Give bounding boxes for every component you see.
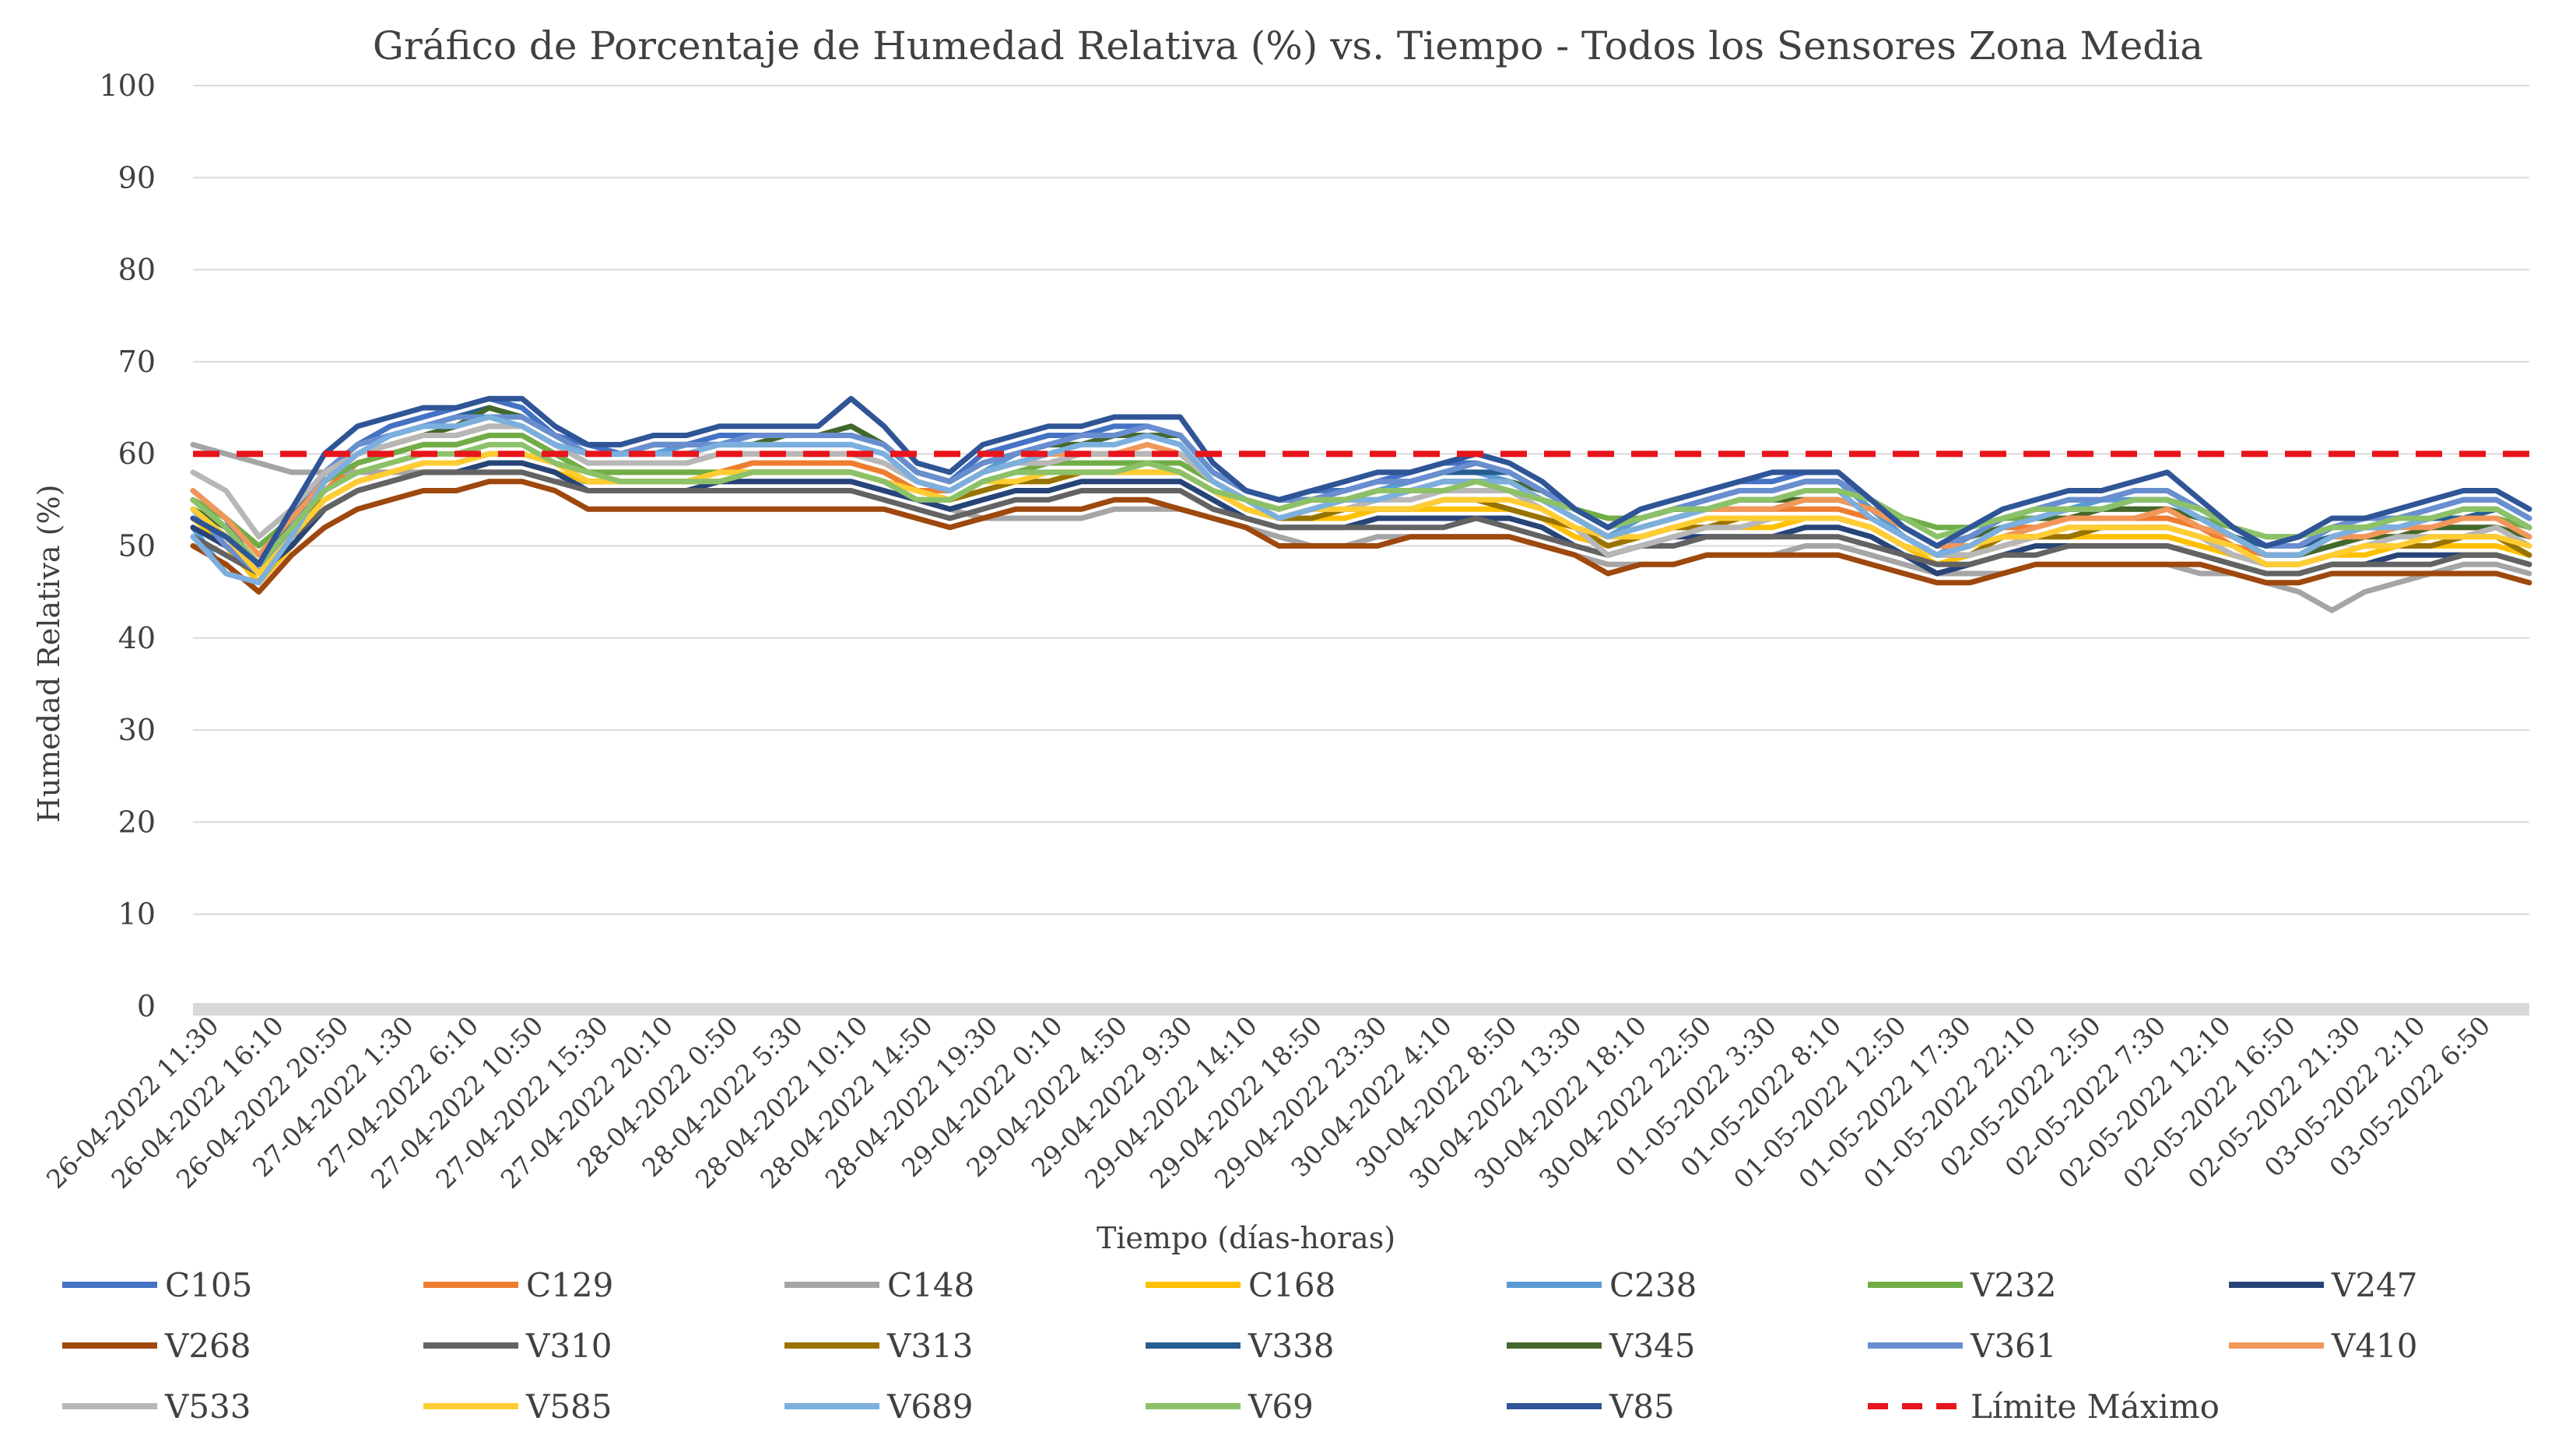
legend-item-v310: V310: [423, 1327, 612, 1365]
y-tick-label: 70: [118, 345, 156, 379]
legend-item-v313: V313: [784, 1327, 974, 1365]
legend-item-v410: V410: [2229, 1327, 2418, 1365]
legend-item-v361: V361: [1868, 1327, 2057, 1365]
series-line-v310: [190, 469, 2532, 577]
legend-label: V85: [1609, 1388, 1675, 1426]
legend: C105 C129 C148 C168 C238 V232 V247 V268 V310 V313…: [62, 1266, 2418, 1426]
series-line-v268: [190, 479, 2532, 595]
x-axis-title: Tiempo (días-horas): [1097, 1221, 1395, 1255]
legend-label: V361: [1970, 1327, 2057, 1365]
legend-label: V232: [1970, 1266, 2057, 1304]
legend-label: C105: [165, 1266, 252, 1304]
series-line-v585: [190, 451, 2532, 577]
legend-label: V247: [2331, 1266, 2418, 1304]
y-tick-label: 100: [99, 68, 156, 103]
legend-item-c105: C105: [62, 1266, 252, 1304]
legend-item-c238: C238: [1507, 1266, 1697, 1304]
y-tick-label: 90: [118, 160, 156, 195]
y-tick-label: 60: [118, 437, 156, 471]
legend-item-v232: V232: [1868, 1266, 2057, 1304]
series-lines: [190, 395, 2532, 613]
y-tick-label: 80: [118, 253, 156, 287]
legend-label: V585: [525, 1388, 612, 1426]
series-line-v85: [190, 395, 2532, 567]
legend-label: V268: [164, 1327, 251, 1365]
legend-item-v69: V69: [1146, 1388, 1314, 1426]
legend-item-v247: V247: [2229, 1266, 2418, 1304]
legend-label: Límite Máximo: [1971, 1388, 2220, 1426]
legend-item-c168: C168: [1146, 1266, 1335, 1304]
legend-label: V533: [164, 1388, 251, 1426]
y-axis-ticks: 0 10 20 30 40 50 60 70 80 90 100: [99, 68, 156, 1023]
legend-label: V345: [1609, 1327, 1696, 1365]
chart-title: Gráfico de Porcentaje de Humedad Relativ…: [373, 23, 2203, 68]
legend-label: V69: [1248, 1388, 1314, 1426]
x-axis-baseline: [193, 1003, 2529, 1016]
legend-item-v85: V85: [1507, 1388, 1675, 1426]
legend-item-v689: V689: [784, 1388, 974, 1426]
legend-item-límite-máximo: Límite Máximo: [1868, 1388, 2220, 1426]
y-tick-label: 20: [118, 805, 156, 839]
legend-item-v533: V533: [62, 1388, 251, 1426]
gridlines: [193, 85, 2529, 1016]
legend-label: V689: [886, 1388, 974, 1426]
legend-item-v268: V268: [62, 1327, 251, 1365]
y-axis-title: Humedad Relativa (%): [32, 485, 66, 823]
legend-item-c129: C129: [423, 1266, 613, 1304]
legend-label: V410: [2331, 1327, 2418, 1365]
legend-item-v338: V338: [1146, 1327, 1335, 1365]
y-tick-label: 0: [137, 989, 156, 1023]
y-tick-label: 50: [118, 529, 156, 563]
y-tick-label: 40: [118, 621, 156, 655]
legend-label: C238: [1609, 1266, 1697, 1304]
series-line-v69: [190, 441, 2532, 567]
legend-label: V313: [886, 1327, 974, 1365]
legend-label: C148: [887, 1266, 974, 1304]
legend-label: C168: [1248, 1266, 1335, 1304]
y-tick-label: 10: [118, 897, 156, 932]
legend-label: C129: [526, 1266, 613, 1304]
legend-label: V310: [525, 1327, 612, 1365]
legend-item-c148: C148: [784, 1266, 974, 1304]
legend-item-v585: V585: [423, 1388, 612, 1426]
legend-item-v345: V345: [1507, 1327, 1696, 1365]
legend-label: V338: [1248, 1327, 1335, 1365]
y-tick-label: 30: [118, 713, 156, 747]
